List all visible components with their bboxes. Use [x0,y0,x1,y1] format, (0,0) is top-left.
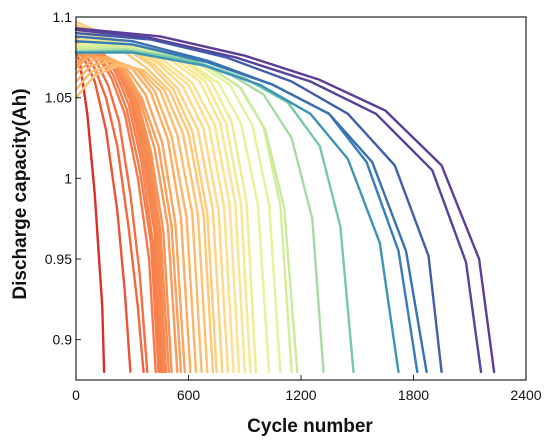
x-tick-label: 600 [177,387,201,403]
series-line [74,52,179,374]
series-line [74,59,198,374]
tick-layer: 0 600 1200 1800 2400 0.9 0.95 1 1.05 1.1 [45,9,542,403]
series-line [74,31,443,374]
series-layer [74,20,496,374]
y-axis-label: Discharge capacity(Ah) [10,88,31,299]
series-line [74,62,203,374]
series-line [74,28,483,374]
y-tick-label: 0.9 [53,332,73,348]
y-tick-label: 1.05 [45,90,72,106]
series-line [74,49,355,374]
y-tick-label: 0.95 [45,251,72,267]
series-line [74,27,496,374]
series-line [74,51,400,374]
x-tick-label: 2400 [510,387,541,403]
x-axis-label: Cycle number [247,416,373,437]
y-tick-label: 1.1 [53,9,73,25]
y-tick-label: 1 [64,170,72,186]
x-tick-label: 1800 [398,387,429,403]
x-tick-label: 1200 [285,387,316,403]
series-line [74,56,186,374]
x-tick-label: 0 [72,387,80,403]
series-line [74,35,428,374]
series-line [74,54,183,374]
series-line [74,64,209,374]
series-line [74,57,192,374]
